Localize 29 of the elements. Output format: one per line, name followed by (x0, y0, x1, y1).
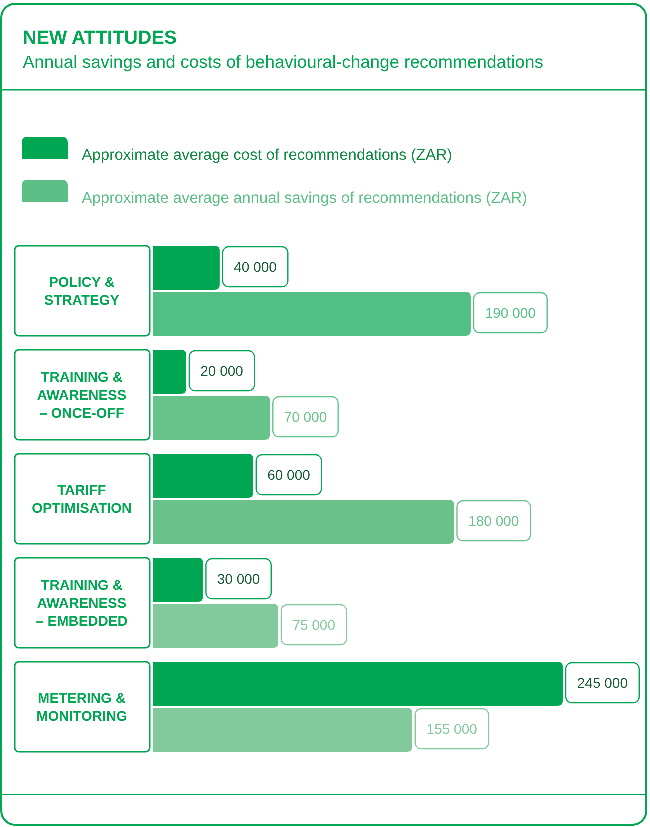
legend-label: Approximate average cost of recommendations (ZAR) (82, 147, 452, 164)
data-label: 70 000 (284, 409, 328, 425)
data-label: 155 000 (426, 721, 478, 737)
bar (153, 292, 471, 336)
bar (153, 604, 279, 648)
y-tick-label: TRAINING & AWARENESS – EMBEDDED (36, 577, 128, 629)
bar (153, 708, 412, 752)
y-tick-label: TRAINING & AWARENESS – ONCE-OFF (37, 369, 127, 421)
data-label: 245 000 (577, 675, 628, 691)
data-label: 30 000 (217, 571, 260, 587)
data-label: 40 000 (234, 259, 278, 275)
bar (153, 500, 454, 544)
y-tick-label: TARIFF OPTIMISATION (32, 482, 132, 516)
bar (153, 396, 270, 440)
bar (153, 662, 563, 706)
data-label: 180 000 (468, 513, 520, 529)
data-label: 190 000 (485, 305, 536, 321)
y-tick-label: METERING & MONITORING (36, 690, 128, 724)
data-label: 60 000 (268, 467, 311, 483)
bar (153, 558, 204, 602)
chart-subtitle: Annual savings and costs of behavioural-change recommendations (23, 52, 544, 72)
y-tick-label: POLICY & STRATEGY (44, 274, 120, 308)
data-label: 75 000 (292, 617, 336, 633)
chart-title: NEW ATTITUDES (23, 28, 178, 49)
bar (153, 454, 254, 498)
bar (153, 246, 220, 290)
bar (153, 350, 186, 394)
data-label: 20 000 (200, 363, 244, 379)
legend-label: Approximate average annual savings of recommendations (ZAR) (82, 190, 528, 207)
